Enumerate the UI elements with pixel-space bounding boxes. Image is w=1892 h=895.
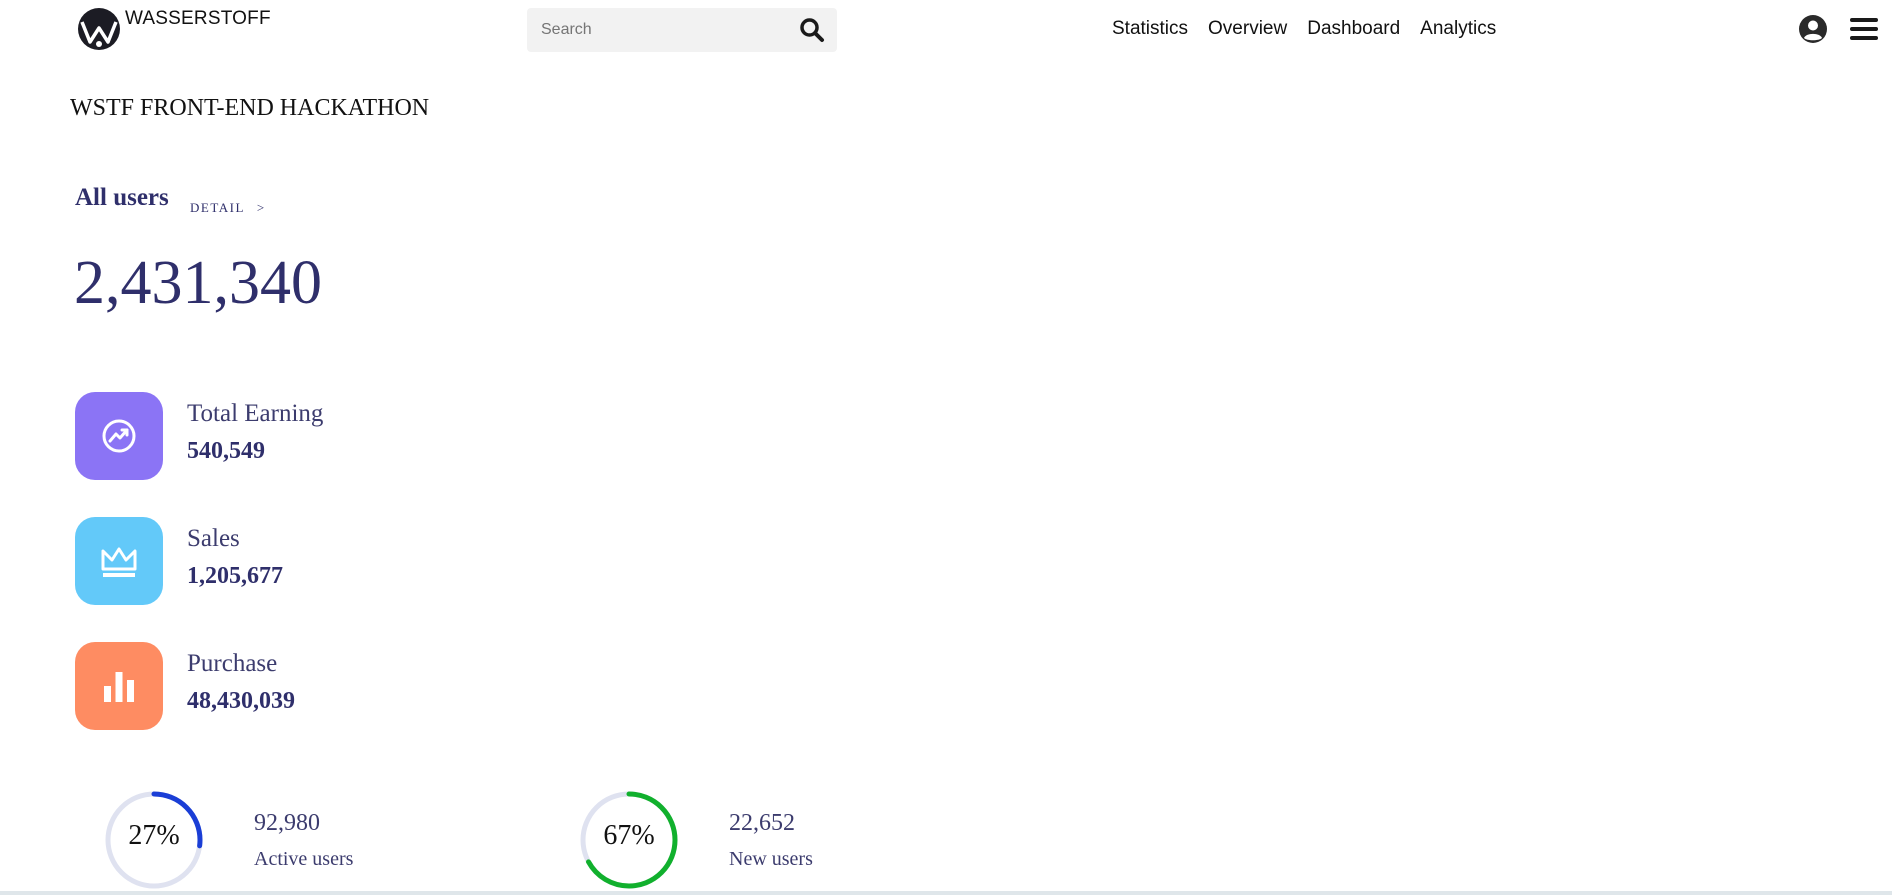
- hamburger-menu-icon[interactable]: [1850, 17, 1878, 41]
- total-users-count: 2,431,340: [74, 249, 322, 317]
- ring-percent: 27%: [128, 820, 180, 851]
- brand-name: WASSERSTOFF: [125, 8, 271, 29]
- chevron-right-icon: >: [256, 200, 266, 215]
- nav-links: Statistics Overview Dashboard Analytics: [1112, 18, 1496, 40]
- stat-value: 48,430,039: [187, 688, 295, 714]
- navbar: WASSERSTOFF Statistics Overview Dashboar…: [0, 0, 1892, 62]
- stat-value: 540,549: [187, 438, 265, 464]
- stat-total-earning: Total Earning 540,549: [75, 392, 475, 482]
- stat-value: 1,205,677: [187, 563, 283, 589]
- nav-link-dashboard[interactable]: Dashboard: [1307, 18, 1401, 39]
- stat-label: Sales: [187, 525, 240, 552]
- progress-ring: [580, 791, 678, 889]
- nav-link-analytics[interactable]: Analytics: [1420, 18, 1497, 39]
- detail-link[interactable]: DETAIL >: [190, 200, 266, 216]
- ring-value: 92,980: [254, 810, 320, 836]
- active-users-progress: 27% 92,980 Active users: [104, 790, 504, 890]
- ring-label: New users: [729, 848, 813, 870]
- all-users-label: All users: [75, 184, 169, 211]
- stat-icon-box: [75, 642, 163, 730]
- search-input[interactable]: [539, 16, 789, 44]
- ring-value: 22,652: [729, 810, 795, 836]
- search-box: [527, 8, 837, 52]
- nav-link-statistics[interactable]: Statistics: [1112, 18, 1189, 39]
- stat-icon-box: [75, 392, 163, 480]
- page-bottom-border: [0, 891, 1892, 895]
- search-icon[interactable]: [799, 17, 825, 43]
- bar-chart-icon: [104, 672, 134, 702]
- stat-label: Total Earning: [187, 400, 324, 427]
- trending-up-icon: [102, 419, 136, 453]
- ring-label: Active users: [254, 848, 354, 870]
- user-circle-icon[interactable]: [1798, 14, 1828, 44]
- ring-percent: 67%: [603, 820, 655, 851]
- page-title: WSTF FRONT-END HACKATHON: [70, 95, 430, 121]
- crown-icon: [101, 547, 137, 577]
- wasserstoff-logo-icon[interactable]: [76, 6, 122, 52]
- stat-sales: Sales 1,205,677: [75, 517, 475, 607]
- stat-label: Purchase: [187, 650, 278, 677]
- new-users-progress: 67% 22,652 New users: [579, 790, 979, 890]
- detail-label: DETAIL: [190, 200, 245, 215]
- nav-link-overview[interactable]: Overview: [1208, 18, 1288, 39]
- stat-icon-box: [75, 517, 163, 605]
- stat-purchase: Purchase 48,430,039: [75, 642, 475, 732]
- progress-ring: [105, 791, 203, 889]
